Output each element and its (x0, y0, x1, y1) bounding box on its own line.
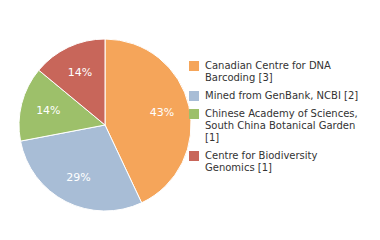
html-text:Canadian Centre for DNA Barcod: Canadian Centre for DNA Barcoding [3] (205, 60, 331, 83)
svg-text:43%: 43% (150, 106, 174, 119)
svg-text:14%: 14% (36, 104, 60, 117)
html-text:Mined from GenBank, NCBI [2]: Mined from GenBank, NCBI [2] (205, 90, 359, 101)
svg-text:29%: 29% (66, 171, 90, 184)
html-text:Chinese Academy of Sciences, S: Chinese Academy of Sciences, South China… (205, 108, 358, 143)
html-text:Centre for Biodiversity Genomi: Centre for Biodiversity Genomics [1] (205, 150, 318, 173)
svg-text:14%: 14% (68, 66, 92, 79)
